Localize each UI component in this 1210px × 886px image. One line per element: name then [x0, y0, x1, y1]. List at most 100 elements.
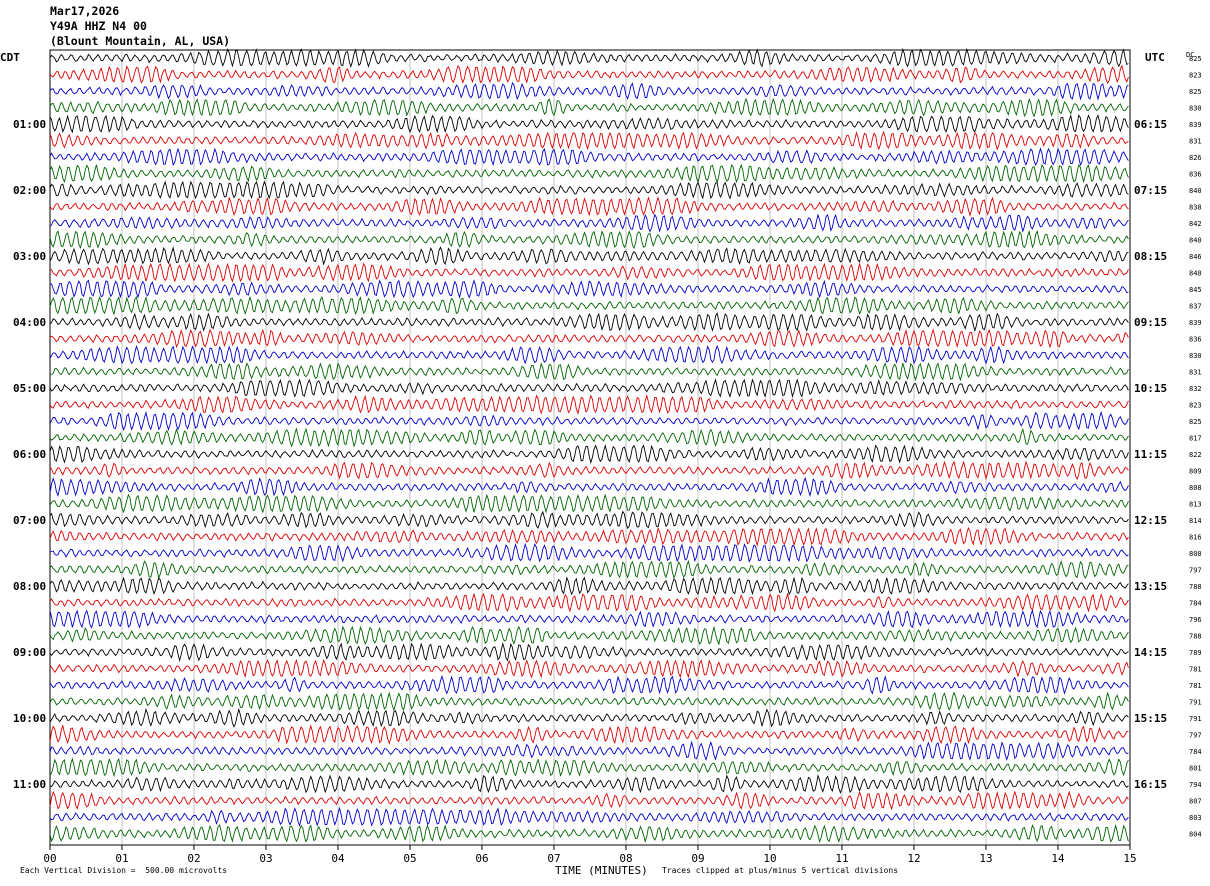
left-hour-label: 02:00 [13, 184, 46, 197]
dc-offset-value: 781 [1189, 666, 1202, 674]
dc-offset-value: 839 [1189, 319, 1202, 327]
dc-offset-value: 840 [1189, 187, 1202, 195]
dc-offset-value: 831 [1189, 369, 1202, 377]
trace-line [49, 81, 1129, 101]
trace-line [50, 362, 1129, 382]
station-code: Y49A HHZ N4 00 [50, 19, 147, 33]
left-hour-label: 01:00 [13, 118, 46, 131]
chart-date: Mar17,2026 [50, 4, 120, 18]
x-tick-label: 14 [1051, 852, 1065, 865]
dc-offset-value: 791 [1189, 699, 1202, 707]
trace-line [49, 576, 1129, 596]
x-tick-label: 08 [619, 852, 632, 865]
dc-offset-value: 836 [1189, 171, 1202, 179]
trace-line [49, 328, 1129, 349]
right-hour-label: 15:15 [1134, 712, 1167, 725]
x-axis-ticks: 00 01 02 03 04 05 06 07 08 09 10 11 12 13 14 15 [43, 845, 1137, 865]
trace-line [49, 114, 1129, 134]
left-timezone-label: CDT [0, 51, 20, 64]
dc-column-label: DC [1186, 51, 1194, 59]
x-tick-label: 09 [691, 852, 704, 865]
dc-offset-value: 791 [1189, 715, 1202, 723]
dc-offset-value: 800 [1189, 550, 1202, 558]
trace-line [49, 279, 1129, 299]
x-tick-label: 00 [43, 852, 56, 865]
dc-offset-value: 836 [1189, 336, 1202, 344]
dc-offset-value: 840 [1189, 237, 1202, 245]
trace-line [49, 246, 1129, 266]
dc-offset-value: 825 [1189, 418, 1202, 426]
x-tick-label: 06 [475, 852, 488, 865]
dc-offset-value: 809 [1189, 468, 1202, 476]
right-hour-label: 11:15 [1134, 448, 1167, 461]
left-hour-label: 06:00 [13, 448, 46, 461]
dc-offset-value: 840 [1189, 270, 1202, 278]
trace-line [49, 196, 1129, 217]
trace-line [49, 592, 1129, 613]
minute-gridlines [121, 50, 1059, 845]
dc-offset-value: 839 [1189, 121, 1202, 129]
trace-line [49, 410, 1129, 432]
dc-offset-value: 838 [1189, 204, 1202, 212]
trace-line [49, 790, 1129, 811]
dc-offset-value: 796 [1189, 616, 1202, 624]
x-tick-label: 15 [1123, 852, 1136, 865]
right-time-labels: 06:15 07:15 08:15 09:15 10:15 11:15 12:15 13:15… [1134, 118, 1167, 791]
left-hour-label: 07:00 [13, 514, 46, 527]
dc-offset-value: 823 [1189, 72, 1202, 80]
trace-line [49, 510, 1129, 530]
dc-offset-value: 801 [1189, 765, 1202, 773]
trace-line [49, 543, 1129, 563]
right-hour-label: 06:15 [1134, 118, 1167, 131]
right-hour-label: 16:15 [1134, 778, 1167, 791]
trace-line [49, 147, 1129, 167]
dc-offset-value: 830 [1189, 105, 1202, 113]
dc-offset-value: 832 [1189, 385, 1202, 393]
dc-offset-value: 788 [1189, 633, 1202, 641]
clip-note: Traces clipped at plus/minus 5 vertical … [662, 866, 899, 875]
dc-offset-value: 814 [1189, 517, 1202, 525]
dc-offset-value: 807 [1189, 798, 1202, 806]
dc-offset-value: 784 [1189, 600, 1202, 608]
dc-offset-value: 831 [1189, 138, 1202, 146]
left-hour-label: 05:00 [13, 382, 46, 395]
trace-line [49, 130, 1129, 151]
right-hour-label: 09:15 [1134, 316, 1167, 329]
trace-line [49, 774, 1129, 794]
dc-offset-value: 823 [1189, 402, 1202, 410]
right-timezone-label: UTC [1145, 51, 1165, 64]
x-tick-label: 10 [763, 852, 776, 865]
trace-line [49, 394, 1129, 415]
left-hour-label: 03:00 [13, 250, 46, 263]
dc-offset-value: 830 [1189, 352, 1202, 360]
trace-line [49, 476, 1129, 498]
trace-line [49, 806, 1129, 827]
x-tick-label: 01 [115, 852, 128, 865]
right-hour-label: 13:15 [1134, 580, 1167, 593]
x-tick-label: 11 [835, 852, 848, 865]
chart-header: Mar17,2026 Y49A HHZ N4 00 (Blount Mounta… [50, 4, 230, 49]
dc-offset-value: 794 [1189, 781, 1202, 789]
dc-offset-value: 813 [1189, 501, 1202, 509]
trace-line [49, 559, 1129, 580]
left-hour-label: 04:00 [13, 316, 46, 329]
left-hour-label: 09:00 [13, 646, 46, 659]
x-tick-label: 07 [547, 852, 560, 865]
dc-offset-labels: 825 823 825 830 839 831 826 836 840 838 842 840 846 8… [1189, 55, 1202, 839]
trace-line [49, 444, 1129, 465]
dc-offset-value: 808 [1189, 484, 1202, 492]
trace-line [49, 97, 1129, 118]
station-location: (Blount Mountain, AL, USA) [50, 34, 231, 48]
trace-line [49, 724, 1129, 745]
trace-line [49, 47, 1129, 69]
trace-line [49, 674, 1129, 695]
dc-offset-value: 825 [1189, 88, 1202, 96]
right-hour-label: 10:15 [1134, 382, 1167, 395]
trace-line [49, 64, 1129, 85]
dc-offset-value: 842 [1189, 220, 1202, 228]
seismic-traces [49, 47, 1129, 844]
plot-frame [49, 49, 1131, 846]
trace-line [49, 658, 1129, 679]
right-hour-label: 12:15 [1134, 514, 1167, 527]
dc-offset-value: 803 [1189, 814, 1202, 822]
